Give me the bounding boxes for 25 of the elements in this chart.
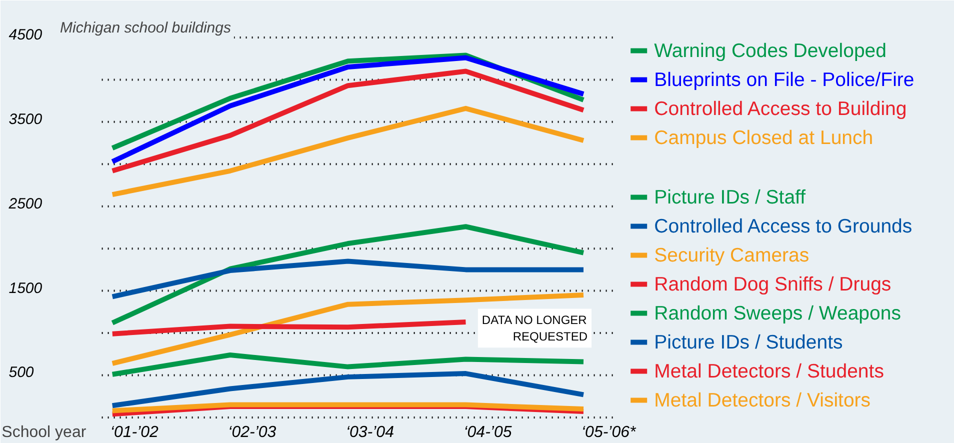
legend-label: Warning Codes Developed (654, 40, 886, 62)
y-tick-label: 3500 (8, 110, 43, 128)
legend-label: Blueprints on File - Police/Fire (654, 68, 914, 91)
y-tick-label: 1500 (8, 280, 43, 297)
chart-title: Michigan school buildings (60, 19, 232, 36)
annotation: DATA NO LONGER REQUESTED (482, 312, 588, 344)
legend-label: Picture IDs / Staff (654, 186, 806, 208)
legend-label: Random Dog Sniffs / Drugs (654, 273, 892, 296)
y-tick-label: 2500 (8, 195, 43, 212)
legend-label: Campus Closed at Lunch (654, 126, 874, 149)
legend-label: Controlled Access to Grounds (654, 215, 912, 238)
x-tick-label: ‘04-’05 (464, 424, 512, 442)
legend-label: Picture IDs / Students (654, 331, 843, 354)
legend-label: Metal Detectors / Visitors (654, 389, 871, 412)
y-tick-label: 500 (8, 364, 34, 382)
x-tick-label: ‘03-’04 (346, 424, 394, 442)
x-tick-label: ‘05-’06* (582, 424, 637, 442)
y-tick-label: 4500 (8, 26, 43, 44)
legend-label: Security Cameras (654, 244, 810, 266)
legend-label: Random Sweeps / Weapons (654, 302, 902, 324)
legend-label: Metal Detectors / Students (654, 360, 884, 382)
legend-label: Controlled Access to Building (654, 98, 907, 120)
x-axis-title: School year (2, 424, 87, 442)
x-tick-label: ‘02-’03 (228, 424, 276, 442)
x-tick-label: ‘01-’02 (110, 424, 159, 442)
